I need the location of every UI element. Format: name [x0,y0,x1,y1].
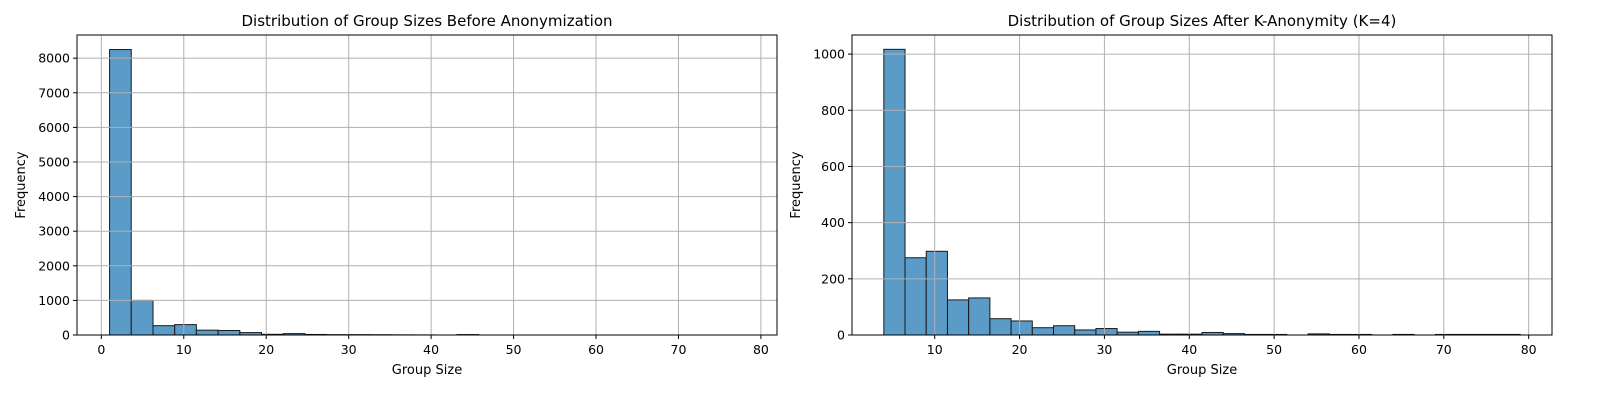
y-tick-label: 200 [821,271,845,286]
histogram-bar [946,299,970,336]
x-tick-label: 0 [97,342,105,357]
x-tick-label: 10 [927,342,943,357]
histogram-bar [1010,320,1033,336]
x-axis-label: Group Size [1167,363,1237,378]
bars [883,48,1521,336]
histogram-bar [989,318,1012,336]
x-tick-label: 30 [1096,342,1112,357]
y-tick-label: 4000 [38,189,70,204]
histogram-bar [883,48,906,336]
x-axis-label: Group Size [392,363,462,378]
histogram-bar [195,329,219,336]
x-tick-label: 20 [258,342,274,357]
plot-frame [851,34,1553,336]
x-tick-label: 30 [341,342,357,357]
x-tick-label: 60 [588,342,604,357]
histogram-bar [1074,329,1097,336]
chart-after: 10 20 30 40 50 60 70 8002004006008001000Distrib… [789,12,1553,378]
y-tick-label: 7000 [38,85,70,100]
x-tick-label: 50 [506,342,522,357]
gridlines [852,35,1552,336]
y-tick-label: 8000 [38,51,70,66]
histogram-bar [904,257,927,336]
y-tick-label: 2000 [38,258,70,273]
x-tick-label: 70 [671,342,687,357]
x-tick-label: 60 [1351,342,1367,357]
histogram-bar [174,324,197,336]
y-axis-label: Frequency [789,151,804,218]
chart-before: 0 10 20 30 40 50 60 70 80 0 1000 2000 3000 4000 5000 60… [14,12,778,378]
y-tick-label: 3000 [38,224,70,239]
histogram-bar [1031,327,1055,336]
histogram-bar [217,330,241,336]
y-tick-label: 0 [837,328,845,343]
histogram-bar [1095,328,1118,336]
histogram-bar [1053,325,1076,336]
histogram-bar [1137,330,1161,336]
x-tick-label: 80 [753,342,769,357]
y-tick-label: 1000 [38,293,70,308]
histogram-bar [152,325,176,336]
y-tick-label: 0 [62,328,70,343]
y-axis-label: Frequency [14,151,29,218]
gridlines [77,35,777,336]
x-tick-label: 10 [176,342,192,357]
y-tick-label: 600 [821,159,845,174]
x-tick-label: 40 [423,342,439,357]
y-tick-label: 800 [821,103,845,118]
x-tick-label: 70 [1436,342,1452,357]
y-tick-label: 5000 [38,154,70,169]
y-tick-label: 6000 [38,120,70,135]
x-tick-label: 20 [1012,342,1028,357]
chart-title: Distribution of Group Sizes After K-Anon… [1008,12,1397,30]
histogram-bar [925,250,948,336]
chart-title: Distribution of Group Sizes Before Anony… [241,12,612,30]
x-tick-label: 80 [1521,342,1537,357]
x-tick-label: 50 [1266,342,1282,357]
plot-frame [76,34,778,336]
y-tick-label: 400 [821,215,845,230]
x-tick-label: 40 [1181,342,1197,357]
histogram-bar [968,297,991,336]
y-tick-label: 1000 [813,47,845,62]
histogram-bar [130,299,154,336]
